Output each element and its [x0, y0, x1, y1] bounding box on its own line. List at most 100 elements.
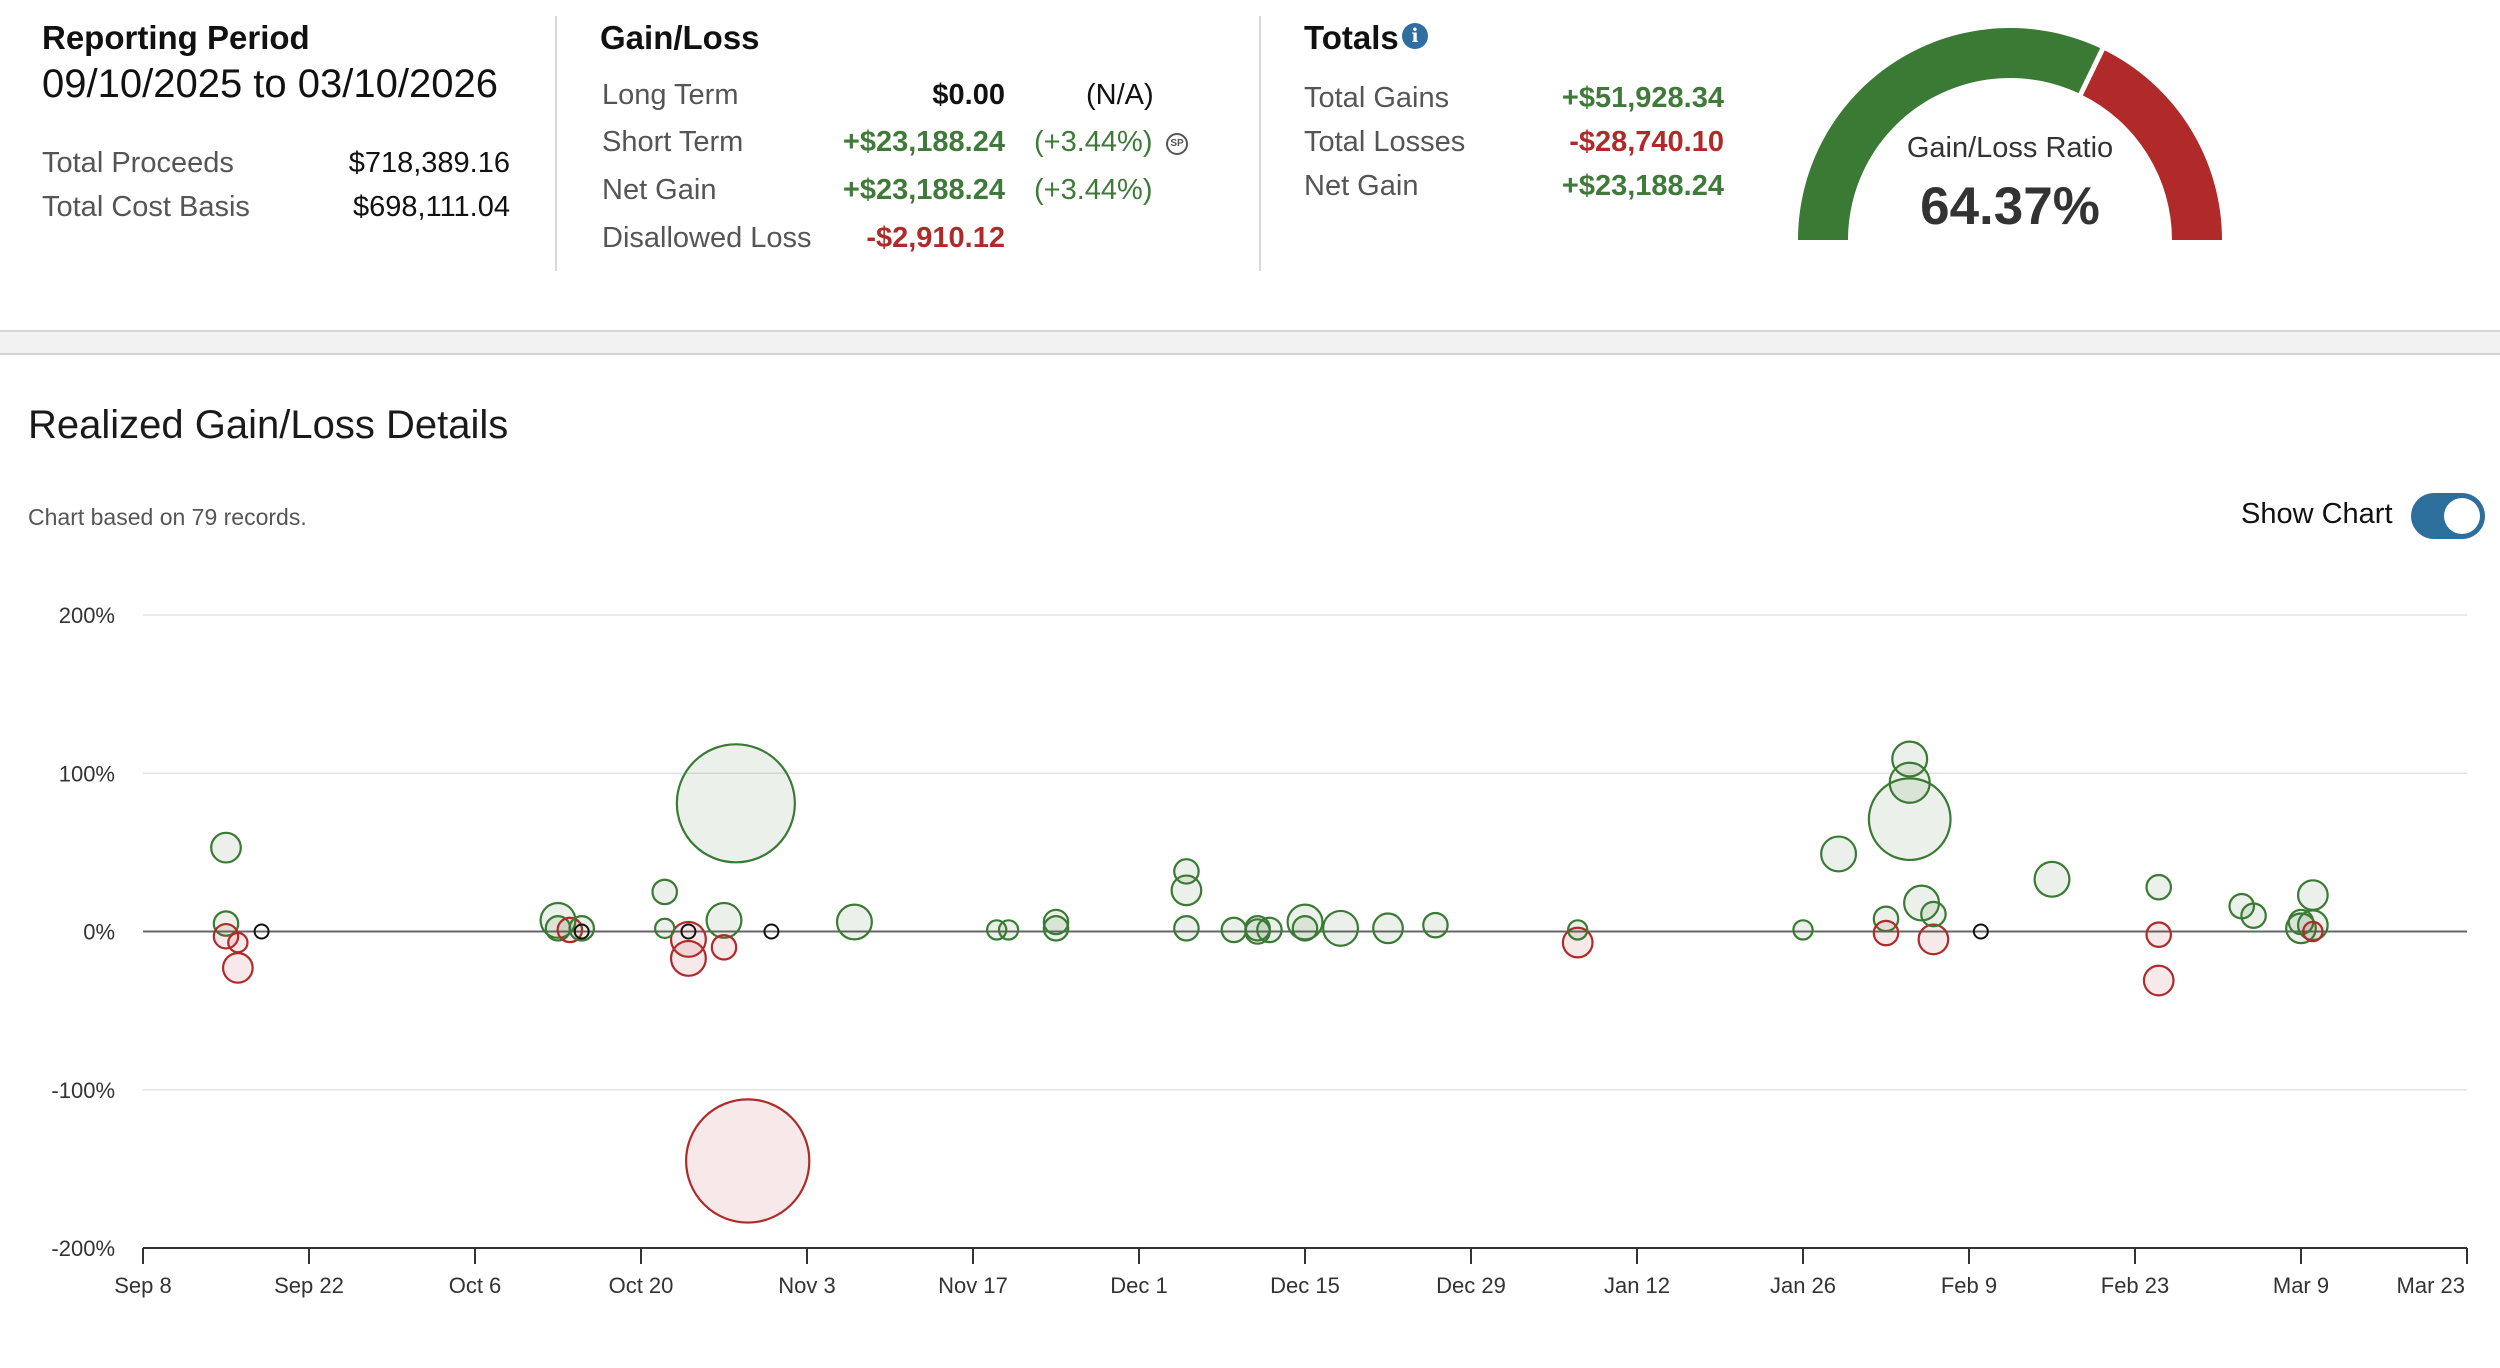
realized-gain-loss-chart: 200% 100% 0% -100% -200% Sep 8 Sep 22 Oct 6 Oct … [0, 580, 2500, 1368]
x-tick-label: Nov 17 [938, 1273, 1008, 1298]
bubble-gain[interactable] [835, 903, 873, 941]
bubble-gain[interactable] [675, 743, 796, 864]
total-losses-value: -$28,740.10 [1569, 126, 1724, 158]
bubble-loss[interactable] [221, 951, 254, 984]
totals-title: Totals [1304, 19, 1399, 56]
bubble-gain[interactable] [997, 919, 1020, 941]
disallowed-loss-value: -$2,910.12 [866, 222, 1005, 254]
total-gains-value: +$51,928.34 [1561, 82, 1724, 114]
records-note: Chart based on 79 records. [28, 504, 307, 530]
details-title: Realized Gain/Loss Details [28, 403, 509, 447]
bubble-neutral[interactable] [1972, 923, 1989, 940]
x-tick-label: Dec 29 [1436, 1273, 1506, 1298]
total-proceeds-label: Total Proceeds [42, 147, 234, 179]
bubble-gain[interactable] [210, 831, 242, 864]
bubble-gain[interactable] [2240, 902, 2267, 929]
section-separator [0, 330, 2500, 355]
totals-net-gain-label: Net Gain [1304, 170, 1419, 202]
total-cost-basis-value: $698,111.04 [353, 191, 510, 223]
reporting-period-title: Reporting Period [42, 19, 310, 56]
divider [1259, 16, 1261, 271]
bubble-gain[interactable] [1322, 909, 1360, 947]
bubble-gain[interactable] [2285, 912, 2317, 945]
total-gains-label: Total Gains [1304, 82, 1450, 114]
bubble-gain[interactable] [1173, 858, 1200, 885]
x-tick-label: Oct 20 [609, 1273, 674, 1298]
gauge-loss-arc [2080, 49, 2222, 240]
bubble-gain[interactable] [1920, 900, 1947, 928]
bubble-gain[interactable] [1372, 912, 1404, 945]
bubble-gain[interactable] [654, 917, 676, 940]
bubble-loss[interactable] [710, 934, 738, 961]
bubble-loss[interactable] [685, 1098, 811, 1224]
y-tick-label: 0% [83, 920, 115, 945]
bubble-loss[interactable] [669, 939, 707, 977]
bubble-loss[interactable] [227, 931, 249, 954]
bubble-gain[interactable] [1567, 919, 1589, 941]
short-term-label: Short Term [602, 126, 744, 158]
bubble-gain[interactable] [2296, 879, 2329, 912]
x-tick-label: Feb 23 [2101, 1273, 2170, 1298]
bubble-neutral[interactable] [680, 923, 697, 940]
x-tick-label: Feb 9 [1941, 1273, 1997, 1298]
gauge-label: Gain/Loss Ratio [1906, 132, 2114, 164]
bubble-gain[interactable] [1291, 915, 1319, 942]
bubble-gain[interactable] [2145, 873, 2173, 901]
bubble-gain[interactable] [1891, 740, 1929, 778]
bubble-gain[interactable] [539, 901, 577, 939]
chart-canvas: 200% 100% 0% -100% -200% Sep 8 Sep 22 Oct 6 Oct … [51, 603, 2468, 1298]
gauge-gain-arc [1798, 27, 2103, 240]
gain-loss-ratio-gauge [1798, 27, 2222, 240]
bubble-loss[interactable] [2302, 920, 2324, 943]
sp-badge-icon[interactable]: SP [1166, 133, 1188, 155]
disallowed-loss-label: Disallowed Loss [602, 222, 812, 254]
bubble-gain[interactable] [1872, 905, 1900, 933]
x-tick-label: Mar 9 [2273, 1273, 2329, 1298]
x-tick-label: Jan 12 [1604, 1273, 1670, 1298]
net-gain-pct: (+3.44%) [1034, 174, 1153, 206]
bubble-gain[interactable] [1042, 908, 1070, 936]
long-term-label: Long Term [602, 79, 739, 111]
totals-net-gain-value: +$23,188.24 [1561, 170, 1724, 202]
net-gain-label: Net Gain [602, 174, 717, 206]
bubble-gain[interactable] [1286, 903, 1324, 941]
x-tick-label: Mar 23 [2397, 1273, 2465, 1298]
total-cost-basis-label: Total Cost Basis [42, 191, 250, 223]
net-gain-value: +$23,188.24 [842, 174, 1005, 206]
bubble-loss[interactable] [1917, 923, 1950, 956]
y-tick-label: -200% [51, 1236, 115, 1261]
bubble-gain[interactable] [568, 915, 596, 942]
bubble-gain[interactable] [1256, 916, 1283, 944]
bubble-gain[interactable] [705, 901, 743, 939]
info-icon[interactable]: i [1402, 23, 1428, 49]
y-tick-label: -100% [51, 1078, 115, 1103]
y-tick-label: 200% [59, 603, 115, 628]
summary-panel: Reporting Period 09/10/2025 to 03/10/202… [0, 0, 2500, 330]
bubble-gain[interactable] [1867, 777, 1952, 862]
toggle-knob [2444, 498, 2480, 534]
bubble-gain[interactable] [1820, 835, 1858, 873]
bubble-gain[interactable] [1173, 915, 1200, 942]
bubble-loss[interactable] [212, 922, 240, 950]
gauge-divider [2077, 46, 2106, 98]
bubble-gain[interactable] [1422, 911, 1449, 939]
bubble-gain[interactable] [1792, 919, 1814, 941]
bubble-gain[interactable] [1220, 916, 1248, 944]
total-proceeds-value: $718,389.16 [348, 147, 510, 179]
bubble-gain[interactable] [1170, 874, 1203, 907]
bubble-loss[interactable] [1872, 919, 1900, 947]
bubble-loss[interactable] [2142, 964, 2175, 997]
bubble-neutral[interactable] [763, 923, 780, 940]
bubble-neutral[interactable] [253, 923, 270, 940]
reporting-period-range: 09/10/2025 to 03/10/2026 [42, 62, 498, 106]
long-term-value: $0.00 [932, 79, 1005, 111]
show-chart-toggle[interactable] [2411, 493, 2485, 539]
x-tick-label: Dec 1 [1110, 1273, 1167, 1298]
y-tick-label: 100% [59, 761, 115, 786]
gauge-value: 64.37% [1920, 177, 2100, 236]
bubble-gain[interactable] [2033, 860, 2071, 898]
bubble-gain[interactable] [1042, 915, 1070, 942]
bubble-neutral[interactable] [573, 923, 590, 940]
bubble-gain[interactable] [651, 878, 679, 906]
bubble-loss[interactable] [2145, 921, 2173, 948]
